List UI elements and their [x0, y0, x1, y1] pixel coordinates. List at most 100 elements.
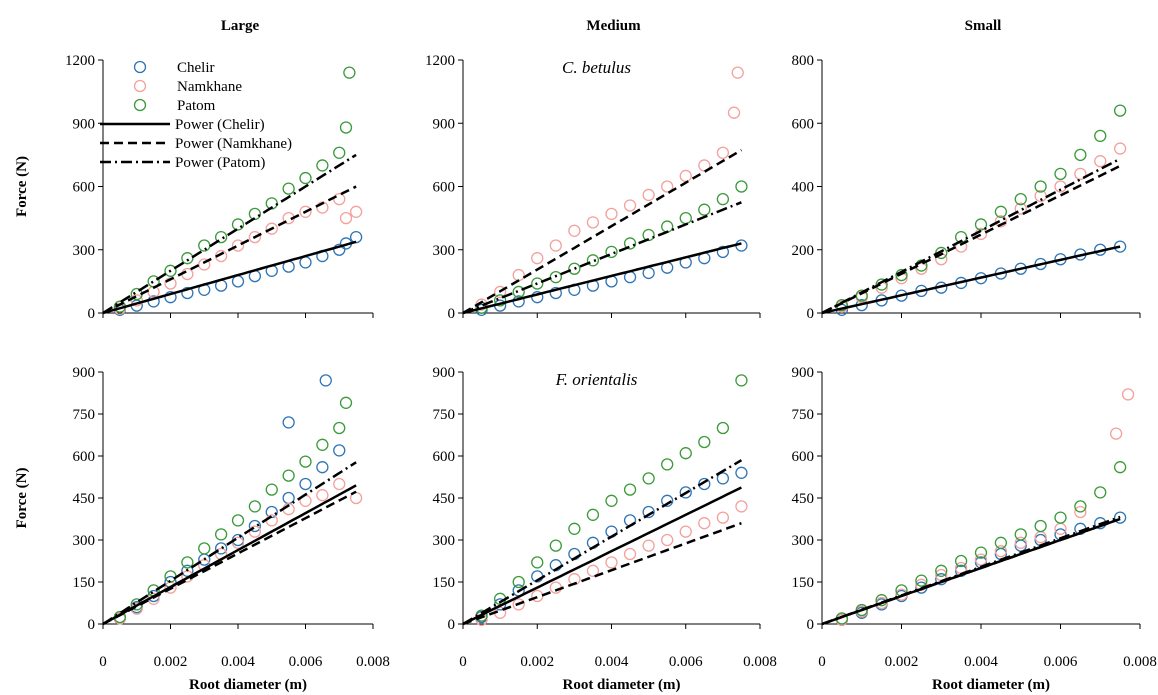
series-namkhane	[835, 388, 1135, 626]
panel-5: 0 150 300 450 600 750 900 0 0.002 0.004 0.006 0.008…	[433, 365, 777, 693]
fit-line-namkhane	[102, 490, 357, 626]
data-point	[282, 182, 295, 195]
data-point	[855, 289, 868, 302]
data-point	[974, 553, 988, 566]
panel-6: 0 150 300 450 600 750 900 0 0.002 0.004 0.006 0.008…	[792, 365, 1157, 693]
data-point	[316, 489, 329, 502]
panel-2: 0 300 600 900 1200 Medium C. betulus	[425, 18, 761, 322]
legend-label: Namkhane	[177, 79, 242, 95]
data-point	[181, 252, 194, 265]
y-tick-label: 750	[792, 407, 815, 423]
column-title: Medium	[586, 18, 641, 34]
data-point	[642, 188, 655, 202]
legend-item: Power (Namkhane)	[100, 136, 292, 152]
data-point	[531, 252, 544, 265]
data-point	[181, 286, 194, 300]
data-point	[974, 218, 988, 231]
x-tick-label: 0.002	[520, 654, 554, 670]
data-point	[994, 536, 1008, 549]
data-point	[181, 556, 194, 569]
data-point	[339, 396, 353, 409]
y-tick-label: 900	[73, 365, 96, 381]
series-patom	[835, 461, 1127, 625]
data-point	[716, 192, 730, 206]
data-point	[1074, 167, 1087, 181]
y-tick-label: 0	[807, 306, 815, 322]
series-namkhane	[113, 192, 363, 315]
x-tick-label: 0	[99, 654, 107, 670]
data-point	[642, 266, 655, 280]
data-point	[493, 285, 507, 299]
data-point	[623, 483, 637, 496]
species-label: C. betulus	[562, 58, 631, 77]
data-point	[214, 542, 228, 555]
x-tick-label: 0.008	[356, 654, 390, 670]
x-tick-label: 0.008	[743, 654, 777, 670]
y-tick-label: 1200	[65, 53, 95, 69]
y-tick-label: 600	[433, 180, 456, 196]
data-point	[214, 528, 228, 541]
y-tick-label: 900	[433, 116, 456, 132]
data-point	[698, 517, 711, 530]
data-point	[661, 220, 674, 233]
data-point	[1014, 528, 1027, 541]
data-point	[343, 66, 356, 79]
data-point	[605, 556, 618, 569]
y-tick-label: 300	[433, 533, 456, 549]
data-point	[642, 539, 655, 552]
legend-marker	[133, 79, 147, 93]
data-point	[875, 278, 888, 291]
legend-item: Power (Chelir)	[100, 117, 265, 133]
series-patom	[475, 374, 748, 622]
data-point	[248, 230, 262, 244]
data-point	[568, 522, 581, 535]
y-tick-label: 150	[792, 575, 815, 591]
data-point	[586, 508, 600, 521]
data-point	[679, 169, 692, 183]
y-tick-label: 600	[792, 116, 815, 132]
data-point	[265, 222, 278, 235]
y-tick-label: 750	[73, 407, 96, 423]
data-point	[1113, 461, 1127, 474]
data-point	[512, 598, 525, 611]
y-tick-label: 300	[73, 243, 96, 259]
y-tick-label: 0	[88, 306, 96, 322]
data-point	[248, 500, 262, 513]
data-point	[1034, 531, 1047, 544]
data-point	[333, 444, 346, 457]
data-point	[605, 207, 618, 221]
data-point	[1121, 388, 1135, 401]
y-axis-title: Force (N)	[14, 468, 30, 529]
data-point	[333, 192, 346, 206]
data-point	[231, 218, 245, 231]
data-point	[1094, 129, 1107, 143]
y-tick-label: 0	[448, 306, 456, 322]
x-tick-label: 0.006	[289, 654, 323, 670]
data-point	[531, 277, 544, 290]
x-tick-label: 0.006	[669, 654, 703, 670]
fit-line-patom	[462, 201, 742, 315]
data-point	[642, 472, 655, 485]
y-tick-label: 300	[792, 533, 815, 549]
data-point	[531, 589, 544, 603]
x-axis-title: Root diameter (m)	[562, 677, 680, 693]
data-point	[265, 483, 278, 496]
legend-item: Patom	[133, 98, 216, 114]
data-point	[549, 239, 562, 252]
data-point	[642, 505, 655, 519]
data-point	[855, 603, 868, 617]
data-point	[895, 268, 908, 282]
data-point	[333, 477, 346, 491]
x-tick-label: 0.002	[885, 654, 919, 670]
y-tick-label: 450	[433, 491, 456, 507]
panel-1: 0 300 600 900 1200 Large Force (N)	[14, 18, 374, 322]
x-tick-label: 0	[818, 654, 826, 670]
data-point	[731, 66, 744, 79]
data-point	[248, 207, 262, 221]
legend-label: Power (Chelir)	[175, 117, 265, 133]
data-point	[333, 243, 346, 256]
data-point	[198, 542, 211, 555]
data-point	[623, 199, 637, 212]
legend-marker	[133, 60, 147, 74]
